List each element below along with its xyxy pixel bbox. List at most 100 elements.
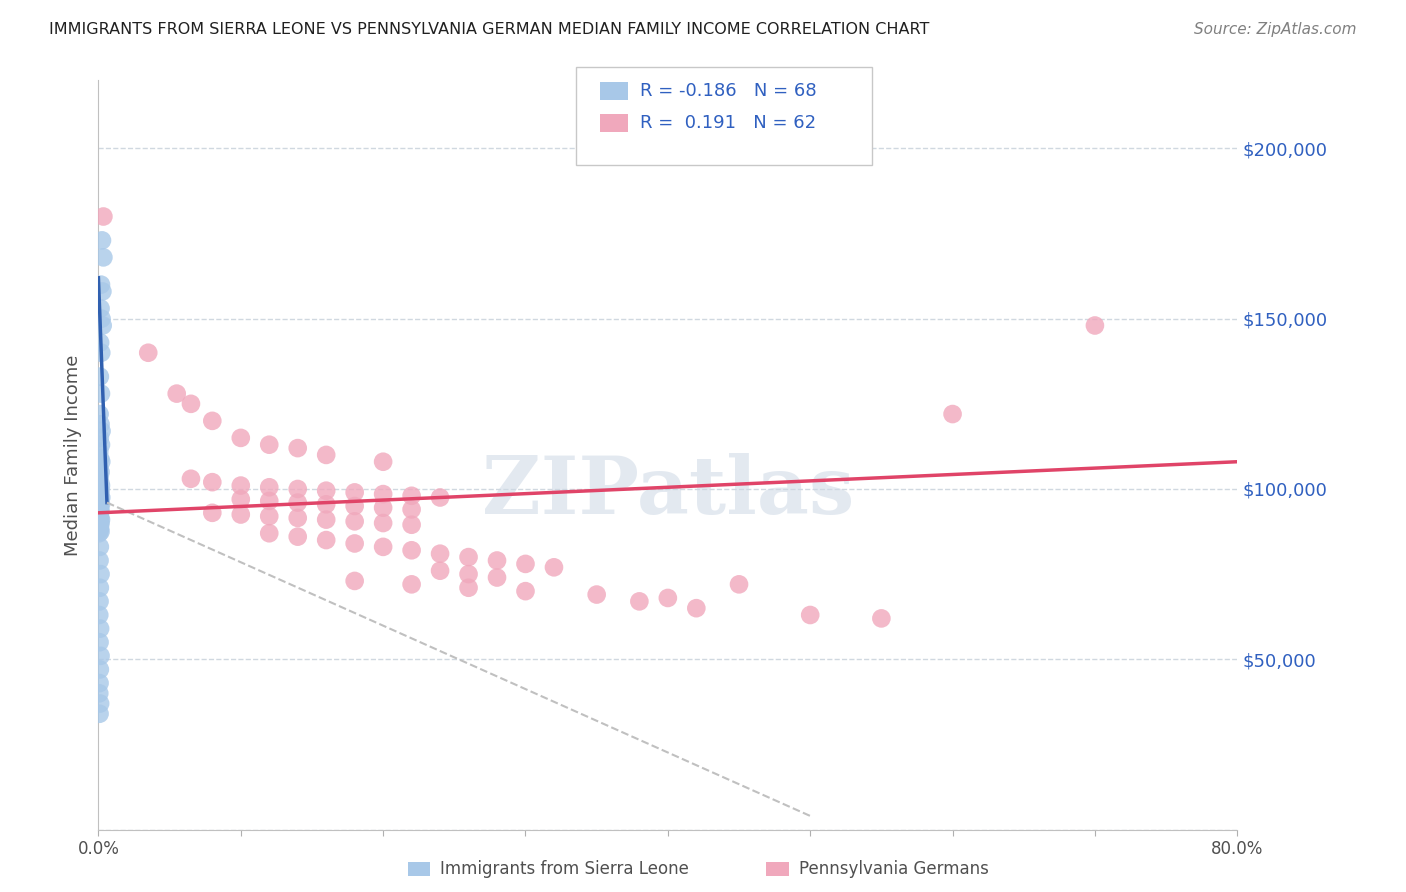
Point [373, 516, 395, 530]
Point [89, 511, 111, 525]
Point [89, 468, 111, 483]
Point [315, 483, 337, 498]
Point [315, 448, 337, 462]
Point [89, 487, 111, 501]
Point [89, 663, 111, 677]
Point [89, 521, 111, 535]
Text: Pennsylvania Germans: Pennsylvania Germans [799, 860, 988, 878]
Text: R =  0.191   N = 62: R = 0.191 N = 62 [640, 114, 815, 132]
Point [90, 524, 112, 539]
Point [89, 335, 111, 350]
Point [89, 523, 111, 537]
Point [657, 591, 679, 605]
Point [90, 494, 112, 508]
Point [89, 676, 111, 690]
Point [429, 491, 451, 505]
Point [585, 588, 607, 602]
Point [136, 345, 159, 359]
Point [89, 686, 111, 700]
Point [180, 472, 202, 486]
Point [89, 635, 111, 649]
Point [343, 499, 366, 513]
Point [259, 494, 281, 508]
Point [89, 369, 111, 384]
Point [90, 345, 112, 359]
Point [685, 601, 707, 615]
Point [89, 451, 111, 466]
Point [89, 594, 111, 608]
Point [89, 495, 111, 509]
Point [89, 431, 111, 445]
Text: ZIPatlas: ZIPatlas [482, 453, 853, 532]
Point [315, 513, 337, 527]
Text: Immigrants from Sierra Leone: Immigrants from Sierra Leone [440, 860, 689, 878]
Point [90, 513, 112, 527]
Point [89, 508, 111, 522]
Point [89, 499, 111, 513]
Point [315, 533, 337, 547]
Point [543, 560, 565, 574]
Point [89, 706, 111, 721]
Point [90, 648, 112, 663]
Point [343, 536, 366, 550]
Point [89, 475, 111, 490]
Point [89, 492, 111, 507]
Point [90, 483, 112, 498]
Point [93, 210, 115, 224]
Y-axis label: Median Family Income: Median Family Income [65, 354, 83, 556]
Point [457, 550, 479, 565]
Point [89, 506, 111, 520]
Point [373, 540, 395, 554]
Point [89, 461, 111, 475]
Point [429, 547, 451, 561]
Point [287, 530, 309, 544]
Point [90, 491, 112, 505]
Point [343, 574, 366, 588]
Point [201, 506, 224, 520]
Point [91, 233, 114, 247]
Point [429, 564, 451, 578]
Point [89, 622, 111, 636]
Point [89, 444, 111, 458]
Point [93, 251, 115, 265]
Point [90, 516, 112, 530]
Point [89, 489, 111, 503]
Point [89, 581, 111, 595]
Point [89, 472, 111, 486]
Point [229, 492, 252, 507]
Point [401, 543, 423, 558]
Point [89, 697, 111, 711]
Point [457, 567, 479, 582]
Point [259, 526, 281, 541]
Point [259, 509, 281, 524]
Point [942, 407, 965, 421]
Point [870, 611, 893, 625]
Point [90, 455, 112, 469]
Text: IMMIGRANTS FROM SIERRA LEONE VS PENNSYLVANIA GERMAN MEDIAN FAMILY INCOME CORRELA: IMMIGRANTS FROM SIERRA LEONE VS PENNSYLV… [49, 22, 929, 37]
Point [89, 500, 111, 515]
Point [89, 553, 111, 567]
Point [628, 594, 651, 608]
Point [287, 441, 309, 455]
Text: R = -0.186   N = 68: R = -0.186 N = 68 [640, 82, 817, 100]
Point [401, 502, 423, 516]
Point [401, 517, 423, 532]
Point [486, 570, 509, 584]
Point [728, 577, 751, 591]
Point [90, 478, 112, 492]
Point [91, 318, 114, 333]
Point [180, 397, 202, 411]
Point [90, 567, 112, 582]
Point [89, 496, 111, 510]
Text: Source: ZipAtlas.com: Source: ZipAtlas.com [1194, 22, 1357, 37]
Point [259, 480, 281, 494]
Point [343, 514, 366, 528]
Point [90, 424, 112, 438]
Point [90, 277, 112, 292]
Point [90, 497, 112, 511]
Point [229, 431, 252, 445]
Point [89, 485, 111, 500]
Point [90, 504, 112, 518]
Point [315, 497, 337, 511]
Point [90, 438, 112, 452]
